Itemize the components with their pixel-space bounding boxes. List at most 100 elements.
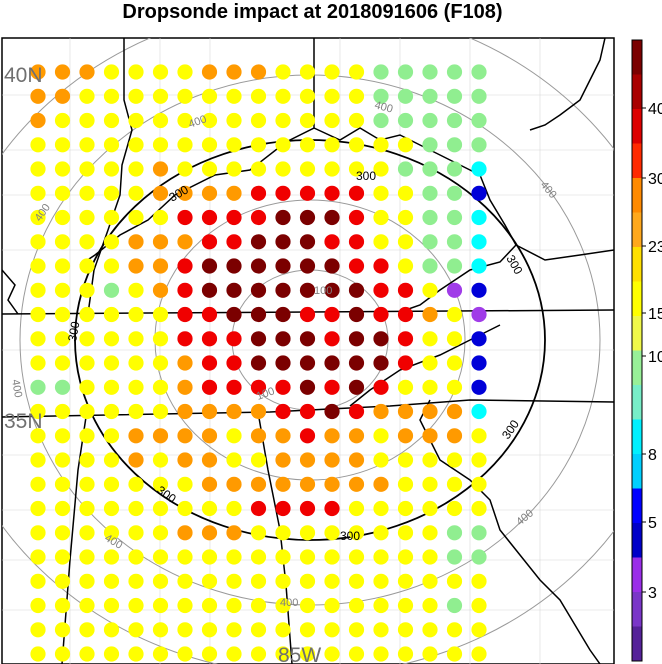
colorbar-segment — [632, 454, 642, 489]
state-line — [2, 269, 19, 315]
impact-dot-yellow — [201, 597, 218, 614]
impact-dot-yellow — [30, 209, 46, 226]
impact-dot-yellow — [201, 573, 218, 589]
impact-dot-yellow — [79, 88, 95, 104]
impact-dot-yellow — [103, 112, 120, 129]
colorbar-frame — [631, 39, 643, 662]
impact-dot-yellow — [152, 137, 169, 153]
impact-dot-purple — [446, 282, 463, 298]
impact-dot-yellow — [152, 573, 169, 589]
contour-label-100: 100 — [314, 285, 332, 297]
impact-dot-yellow — [103, 258, 120, 274]
impact-dot-dark-red — [250, 234, 267, 250]
impact-dot-yellow — [177, 573, 193, 589]
impact-dot-yellow — [348, 500, 365, 517]
impact-dot-dark-red — [324, 282, 340, 298]
impact-dot-yellow — [471, 476, 487, 492]
colorbar-tick-label: 8 — [648, 447, 657, 464]
impact-dot-orange — [152, 185, 169, 201]
dropsonde-impact-dots — [30, 64, 487, 662]
impact-dot-yellow — [103, 88, 120, 104]
impact-dot-yellow — [128, 573, 144, 589]
impact-dot-light-green — [446, 549, 463, 565]
impact-dot-yellow — [422, 549, 438, 565]
impact-dot-light-green — [397, 161, 414, 177]
impact-dot-yellow — [79, 525, 95, 541]
impact-dot-yellow — [79, 476, 95, 492]
impact-dot-yellow — [128, 622, 144, 638]
impact-dot-yellow — [177, 64, 193, 80]
impact-dot-yellow — [446, 500, 463, 517]
impact-dot-yellow — [324, 549, 340, 565]
impact-dot-yellow — [275, 573, 291, 589]
map-title: Dropsonde impact at 2018091606 (F108) — [122, 1, 503, 23]
impact-dot-blue — [471, 355, 487, 371]
impact-dot-yellow — [348, 622, 365, 638]
impact-dot-dark-red — [226, 306, 242, 323]
impact-dot-dark-red — [226, 258, 242, 274]
impact-dot-yellow — [103, 185, 120, 201]
impact-dot-red — [275, 500, 291, 517]
impact-dot-cyan — [471, 209, 487, 226]
impact-dot-yellow — [30, 234, 46, 250]
impact-dot-dark-red — [250, 258, 267, 274]
impact-dot-yellow — [324, 137, 340, 153]
impact-dot-yellow — [226, 428, 242, 444]
impact-dot-yellow — [275, 525, 291, 541]
colorbar-segment — [632, 40, 642, 75]
impact-dot-yellow — [422, 646, 438, 662]
impact-dot-yellow — [30, 646, 46, 662]
impact-dot-dark-red — [299, 355, 316, 371]
impact-dot-orange — [201, 525, 218, 541]
impact-dot-yellow — [373, 185, 389, 201]
impact-dot-yellow — [128, 185, 144, 201]
impact-dot-yellow — [471, 646, 487, 662]
impact-dot-red — [201, 331, 218, 347]
impact-dot-yellow — [397, 234, 414, 250]
impact-dot-orange — [177, 379, 193, 395]
impact-dot-orange — [128, 258, 144, 274]
impact-dot-yellow — [250, 646, 267, 662]
impact-dot-orange — [152, 282, 169, 298]
impact-dot-red — [397, 306, 414, 323]
impact-dot-yellow — [373, 500, 389, 517]
impact-dot-yellow — [152, 88, 169, 104]
colorbar-segment — [632, 109, 642, 144]
impact-dot-yellow — [226, 452, 242, 468]
impact-dot-yellow — [471, 500, 487, 517]
impact-dot-yellow — [201, 137, 218, 153]
impact-dot-yellow — [348, 112, 365, 129]
impact-dot-yellow — [324, 573, 340, 589]
impact-dot-orange — [397, 428, 414, 444]
impact-dot-orange — [226, 525, 242, 541]
impact-dot-orange — [397, 403, 414, 420]
impact-dot-light-green — [422, 258, 438, 274]
impact-dot-yellow — [54, 403, 71, 420]
impact-dot-yellow — [152, 525, 169, 541]
impact-dot-yellow — [446, 476, 463, 492]
impact-dot-yellow — [103, 476, 120, 492]
impact-dot-yellow — [54, 331, 71, 347]
impact-dot-yellow — [79, 403, 95, 420]
impact-dot-blue — [471, 282, 487, 298]
impact-dot-yellow — [275, 112, 291, 129]
impact-dot-yellow — [446, 331, 463, 347]
impact-dot-yellow — [348, 573, 365, 589]
impact-dot-yellow — [397, 209, 414, 226]
impact-dot-cyan — [471, 234, 487, 250]
impact-dot-yellow — [79, 331, 95, 347]
impact-dot-red — [201, 306, 218, 323]
impact-dot-yellow — [299, 112, 316, 129]
impact-dot-yellow — [250, 88, 267, 104]
impact-dot-yellow — [226, 549, 242, 565]
impact-dot-light-green — [373, 64, 389, 80]
latitude-label-35n: 35N — [4, 410, 43, 433]
latitude-label-40n: 40N — [4, 64, 43, 87]
impact-dot-red — [299, 403, 316, 420]
impact-dot-orange — [275, 476, 291, 492]
state-line — [87, 38, 133, 315]
impact-dot-yellow — [128, 525, 144, 541]
impact-dot-yellow — [54, 209, 71, 226]
impact-dot-light-green — [422, 64, 438, 80]
impact-dot-red — [226, 355, 242, 371]
